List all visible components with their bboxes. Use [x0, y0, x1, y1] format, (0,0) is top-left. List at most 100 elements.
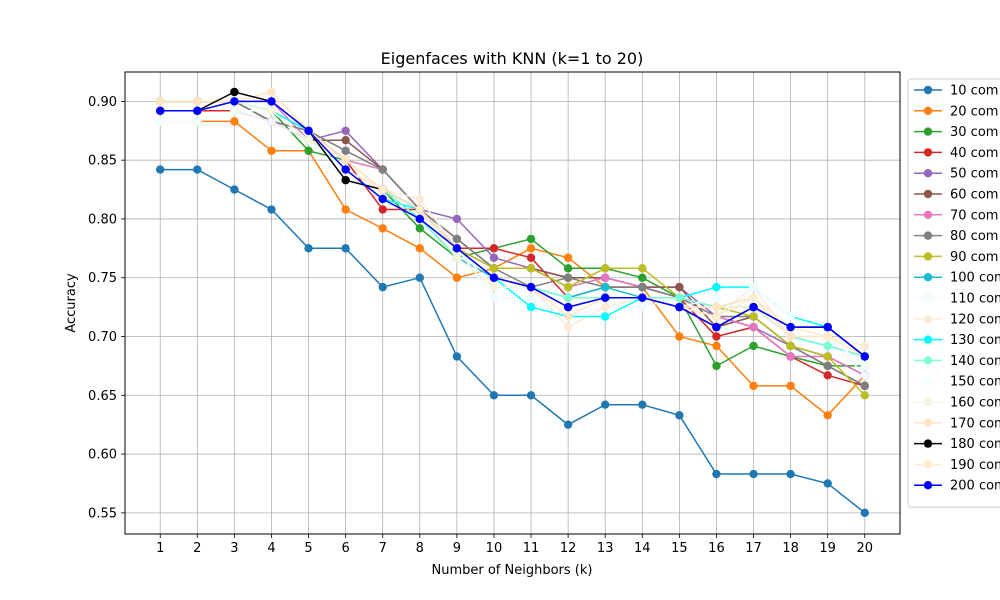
data-point — [341, 175, 350, 185]
data-point — [675, 293, 684, 302]
data-point — [675, 282, 684, 292]
data-point — [563, 264, 573, 273]
data-point — [638, 264, 647, 273]
data-point — [341, 165, 350, 174]
legend-item: 190 com — [914, 458, 1000, 473]
y-tick-label: 0.85 — [88, 154, 117, 169]
series-line — [160, 100, 866, 387]
data-point — [749, 381, 758, 391]
data-point — [638, 293, 647, 302]
data-point — [563, 420, 573, 429]
data-point — [230, 106, 239, 115]
x-axis: 1 2 3 4 5 6 7 8 9 10 11 12 13 14 15 16 17 18 19 20 — [156, 534, 873, 556]
data-point — [601, 400, 610, 409]
data-point — [415, 244, 424, 253]
legend-swatch-marker — [923, 148, 933, 157]
data-point — [489, 293, 499, 302]
data-point — [712, 341, 721, 351]
data-point — [378, 194, 387, 204]
data-point — [526, 244, 536, 253]
series-line — [160, 100, 866, 358]
data-point — [563, 322, 573, 332]
data-point — [786, 469, 795, 479]
data-point — [452, 244, 462, 253]
data-point — [304, 135, 313, 145]
data-point — [823, 479, 832, 488]
x-tick-label: 18 — [782, 541, 799, 556]
y-tick-label: 0.65 — [88, 389, 117, 404]
x-tick-label: 4 — [267, 541, 275, 556]
data-point — [193, 106, 202, 115]
data-point — [267, 205, 276, 214]
legend-label: 90 com — [950, 250, 998, 265]
data-point — [489, 264, 499, 273]
data-point — [823, 371, 832, 380]
data-point — [712, 469, 721, 479]
data-point — [452, 234, 462, 244]
data-point — [601, 312, 610, 321]
data-point — [860, 391, 869, 400]
legend-label: 70 com — [950, 208, 998, 223]
x-tick-label: 17 — [745, 541, 762, 556]
data-point — [638, 273, 647, 282]
x-axis-label: Number of Neighbors (k) — [432, 563, 593, 578]
legend-item: 70 com — [914, 208, 998, 223]
plot-frame — [124, 71, 901, 535]
data-point — [341, 244, 350, 253]
legend-item: 20 com — [914, 104, 998, 119]
data-point — [267, 146, 276, 155]
legend-item: 10 com — [914, 84, 998, 99]
legend-item: 180 com — [914, 437, 1000, 452]
legend-label: 190 com — [950, 458, 1000, 473]
series-line — [160, 120, 866, 417]
data-point — [601, 293, 610, 302]
legend-label: 170 com — [950, 416, 1000, 431]
legend-swatch-marker — [923, 252, 933, 261]
data-point — [415, 205, 424, 214]
data-point — [563, 273, 573, 282]
y-axis-label: Accuracy — [64, 273, 79, 333]
legend-label: 100 com — [950, 271, 1000, 286]
data-point — [601, 264, 610, 273]
legend-label: 20 com — [950, 104, 998, 119]
data-point — [712, 293, 721, 302]
y-tick-label: 0.75 — [88, 271, 117, 286]
data-point — [193, 97, 202, 106]
data-point — [267, 117, 276, 126]
legend-item: 60 com — [914, 188, 998, 203]
y-tick-label: 0.60 — [88, 448, 117, 463]
x-tick-label: 19 — [819, 541, 836, 556]
data-point — [786, 332, 795, 341]
data-point — [452, 273, 462, 282]
data-point — [749, 282, 758, 292]
data-point — [378, 224, 387, 233]
legend-swatch-marker — [923, 231, 933, 240]
legend-swatch-marker — [923, 293, 933, 303]
data-point — [823, 322, 832, 332]
data-point — [749, 312, 758, 321]
data-point — [563, 253, 573, 262]
legend-item: 200 com — [914, 479, 1000, 494]
data-point — [712, 302, 721, 312]
legend-item: 130 com — [914, 333, 1000, 348]
series-10-com — [156, 165, 869, 518]
data-point — [415, 194, 424, 204]
data-point — [786, 312, 795, 321]
y-tick-label: 0.90 — [88, 95, 117, 110]
data-point — [860, 371, 869, 380]
data-point — [712, 332, 721, 341]
data-point — [786, 341, 795, 351]
data-point — [304, 146, 313, 155]
x-tick-label: 1 — [156, 541, 164, 556]
data-point — [378, 185, 387, 194]
data-point — [267, 87, 276, 97]
data-point — [156, 97, 165, 106]
data-point — [601, 273, 610, 282]
x-tick-label: 20 — [856, 541, 873, 556]
data-point — [601, 282, 610, 292]
legend-swatch-marker — [923, 314, 933, 323]
data-point — [675, 302, 684, 312]
data-point — [526, 302, 536, 312]
data-point — [749, 322, 758, 332]
